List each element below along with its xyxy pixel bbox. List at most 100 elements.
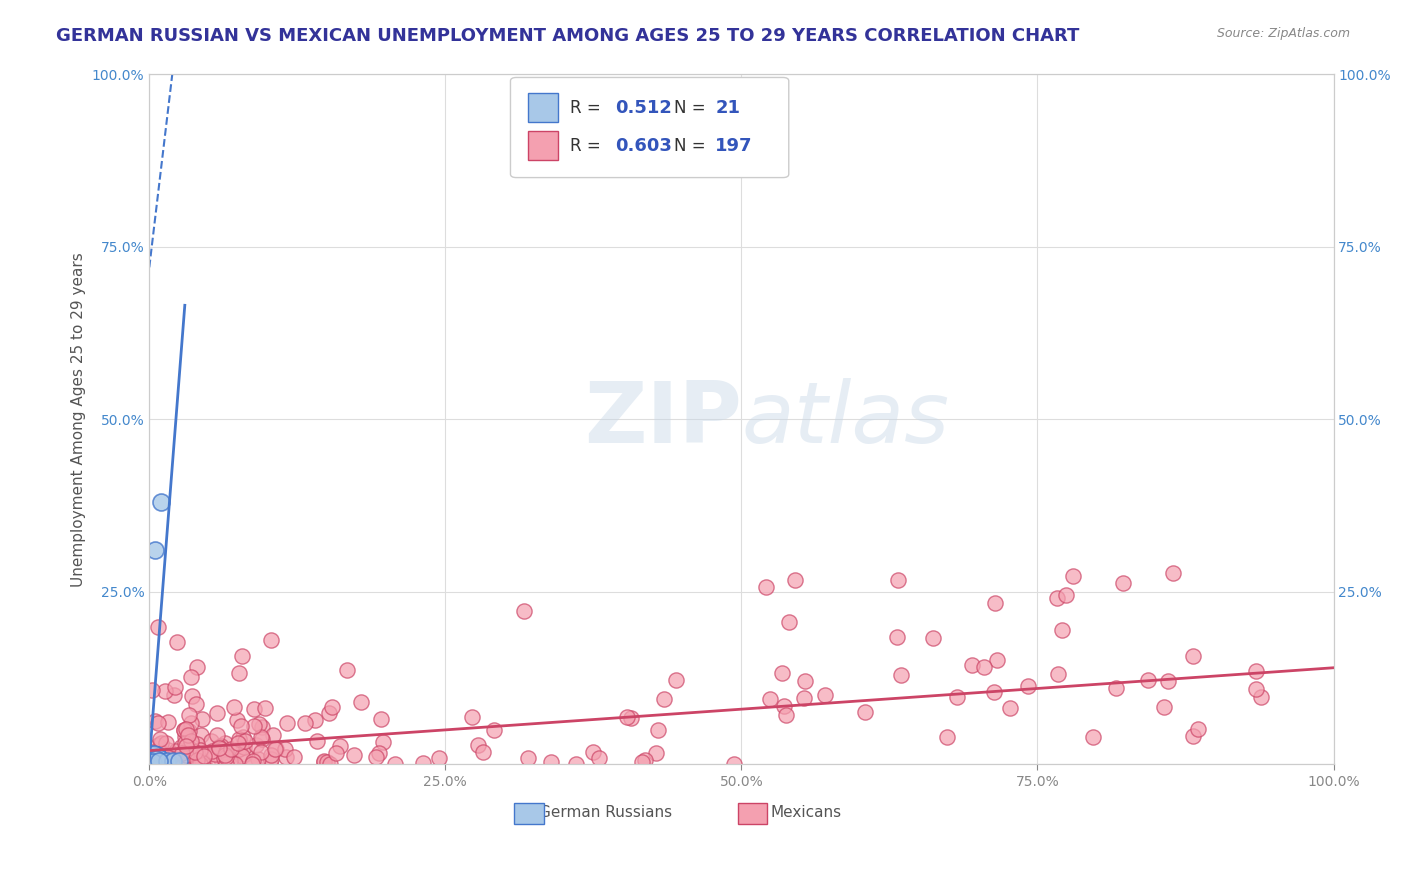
Point	[233, 747, 256, 761]
Point	[886, 573, 908, 587]
Point	[945, 690, 967, 704]
Point	[723, 757, 745, 772]
Point	[231, 719, 253, 733]
Point	[180, 689, 202, 703]
Text: German Russians: German Russians	[538, 805, 672, 821]
Point	[312, 754, 335, 768]
Text: N =: N =	[673, 136, 711, 155]
Point	[191, 755, 214, 769]
Text: R =: R =	[569, 136, 606, 155]
Point	[890, 668, 912, 682]
Point	[264, 742, 287, 756]
Text: Source: ZipAtlas.com: Source: ZipAtlas.com	[1216, 27, 1350, 40]
Point	[921, 631, 943, 645]
Point	[305, 734, 328, 748]
Point	[517, 750, 540, 764]
Point	[564, 757, 586, 772]
Point	[1017, 679, 1039, 693]
Point	[180, 669, 202, 683]
Point	[156, 754, 179, 768]
Point	[150, 746, 173, 760]
Point	[177, 724, 200, 739]
Point	[1105, 681, 1128, 695]
Point	[149, 732, 172, 747]
Point	[224, 757, 246, 772]
Point	[214, 736, 236, 750]
Point	[177, 727, 200, 741]
Point	[250, 730, 273, 744]
Point	[156, 743, 179, 757]
Point	[148, 738, 170, 752]
Point	[412, 756, 434, 771]
Point	[886, 630, 908, 644]
Point	[647, 723, 669, 738]
Point	[759, 692, 782, 706]
Point	[645, 746, 668, 760]
Point	[174, 747, 197, 762]
Point	[1046, 591, 1069, 605]
Point	[259, 756, 281, 770]
Point	[460, 709, 482, 723]
Point	[1181, 729, 1204, 743]
Point	[350, 695, 373, 709]
Point	[148, 750, 170, 764]
Point	[208, 740, 231, 755]
Point	[139, 745, 162, 759]
Point	[274, 742, 297, 756]
Point	[174, 722, 197, 736]
Point	[1244, 682, 1267, 697]
Point	[262, 727, 284, 741]
Point	[231, 748, 253, 763]
Point	[472, 745, 495, 759]
Point	[142, 755, 165, 769]
Point	[853, 705, 876, 719]
Point	[190, 728, 212, 742]
Text: 197: 197	[716, 136, 752, 155]
Point	[482, 723, 505, 738]
Point	[167, 754, 190, 768]
Text: atlas: atlas	[741, 377, 949, 460]
Point	[214, 747, 236, 762]
Point	[785, 573, 807, 587]
Point	[146, 756, 169, 771]
Point	[243, 702, 266, 716]
Point	[174, 750, 197, 764]
Point	[1244, 664, 1267, 678]
Point	[159, 751, 181, 765]
Point	[215, 745, 238, 759]
Point	[193, 748, 215, 763]
Point	[246, 751, 269, 765]
Point	[260, 748, 283, 763]
Point	[184, 697, 207, 711]
Point	[1083, 730, 1105, 744]
Point	[205, 728, 228, 742]
Point	[186, 737, 208, 751]
Point	[983, 685, 1005, 699]
Point	[294, 715, 316, 730]
Point	[247, 717, 270, 731]
Point	[240, 757, 263, 772]
Point	[172, 746, 194, 760]
FancyBboxPatch shape	[515, 803, 544, 824]
Point	[146, 620, 169, 634]
Point	[814, 689, 837, 703]
Point	[1187, 723, 1209, 737]
Point	[242, 754, 264, 768]
Point	[143, 543, 166, 558]
Point	[186, 659, 208, 673]
Point	[984, 596, 1007, 610]
Point	[318, 706, 340, 720]
Point	[368, 746, 391, 760]
Point	[1054, 588, 1077, 602]
Point	[173, 750, 195, 764]
Point	[209, 739, 232, 754]
Point	[139, 756, 162, 771]
Point	[228, 742, 250, 756]
Point	[1161, 566, 1184, 581]
Point	[384, 756, 406, 771]
Point	[325, 747, 347, 761]
Point	[153, 752, 176, 766]
Point	[631, 755, 654, 769]
Point	[165, 744, 187, 758]
Point	[986, 653, 1008, 667]
